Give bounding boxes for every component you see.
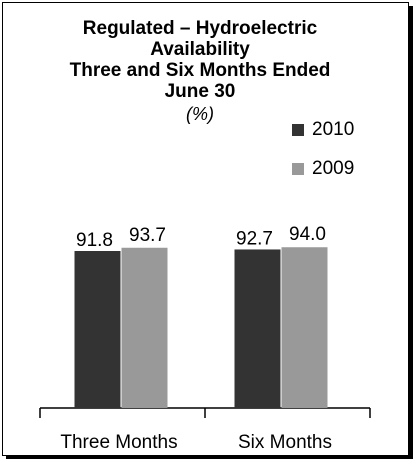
- title-line-2: Availability: [150, 39, 250, 60]
- category-label-six-months: Six Months: [238, 432, 332, 453]
- chart-title: Regulated – Hydroelectric Availability T…: [30, 18, 370, 125]
- bar-2010-three-months: [74, 251, 121, 408]
- data-label-2009-three-months: 93.7: [129, 225, 166, 246]
- labels-group: 91.8 93.7 Three Months 92.7 94.0 Six Months: [60, 224, 332, 453]
- data-label-2010-six-months: 92.7: [236, 228, 273, 249]
- legend-label-2009: 2009: [312, 158, 355, 179]
- legend-label-2010: 2010: [312, 119, 355, 140]
- data-label-2009-six-months: 94.0: [289, 224, 326, 245]
- legend-item-2009: 2009: [292, 158, 354, 180]
- title-line-3: Three and Six Months Ended: [69, 60, 331, 81]
- bar-2009-three-months: [121, 247, 168, 408]
- chart-frame: [2, 2, 409, 456]
- frame-shadow-bottom: [6, 455, 413, 459]
- title-line-1: Regulated – Hydroelectric: [82, 18, 318, 39]
- bar-2009-six-months: [281, 247, 328, 408]
- frame-shadow-right: [408, 6, 413, 458]
- bar-2010-six-months: [234, 249, 281, 408]
- title-line-4: June 30: [164, 81, 236, 102]
- legend-swatch-2009: [292, 163, 304, 175]
- units-label: (%): [186, 104, 214, 124]
- bars-group: [74, 247, 328, 408]
- legend-item-2010: 2010: [292, 119, 354, 141]
- legend-swatch-2010: [292, 124, 304, 136]
- data-label-2010-three-months: 91.8: [76, 230, 113, 251]
- category-label-three-months: Three Months: [60, 432, 177, 453]
